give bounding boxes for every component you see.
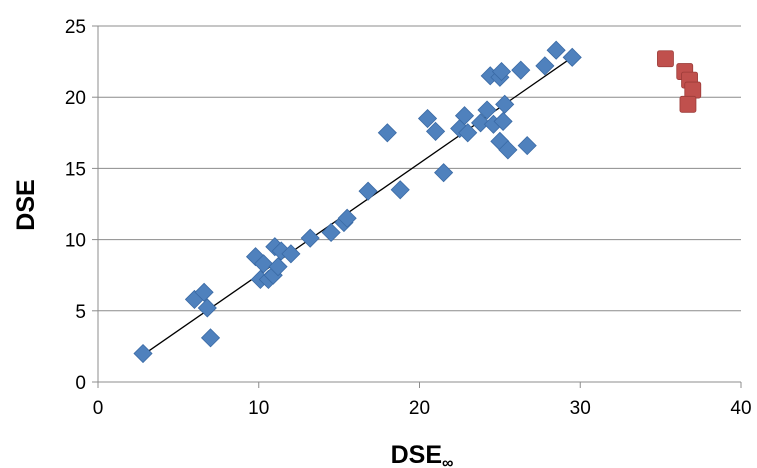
- y-tick-label-5: 5: [75, 302, 86, 323]
- point-s0-33: [495, 94, 515, 114]
- point-s0-36: [498, 140, 518, 160]
- y-tick-label-15: 15: [65, 159, 86, 180]
- point-s0-39: [535, 56, 555, 76]
- point-s0-20: [390, 180, 410, 200]
- point-s0-37: [511, 60, 531, 80]
- data-points: [133, 40, 702, 364]
- x-tick-label-20: 20: [409, 398, 430, 419]
- y-tick-label-25: 25: [65, 17, 86, 38]
- point-s0-14: [300, 228, 320, 248]
- point-s0-21: [417, 108, 438, 129]
- x-tick-label-30: 30: [570, 398, 591, 419]
- point-s0-27: [471, 113, 491, 133]
- point-s1-4: [679, 95, 697, 113]
- point-s0-15: [321, 222, 341, 243]
- point-s0-7: [254, 254, 274, 274]
- point-s0-11: [268, 257, 288, 277]
- x-tick-label-0: 0: [93, 398, 104, 419]
- point-s0-28: [477, 100, 497, 120]
- x-tick-label-40: 40: [730, 398, 751, 419]
- point-s0-34: [491, 62, 512, 82]
- point-s0-22: [426, 121, 446, 141]
- point-s0-18: [358, 181, 378, 201]
- point-s1-0: [657, 50, 674, 68]
- y-tick-label-20: 20: [65, 88, 86, 109]
- y-tick-label-0: 0: [75, 373, 86, 394]
- point-s0-41: [562, 47, 582, 67]
- point-s0-3: [197, 298, 217, 318]
- axes: [92, 25, 742, 388]
- point-s1-3: [684, 81, 702, 99]
- y-axis-title: DSE: [12, 179, 40, 230]
- x-axis-title: DSE∞: [391, 441, 454, 468]
- y-tick-labels: 0 5 10 15 20 25: [65, 17, 86, 394]
- point-s0-2: [194, 282, 214, 302]
- point-s0-17: [337, 208, 357, 228]
- point-s0-13: [281, 244, 301, 264]
- point-s0-25: [454, 106, 475, 126]
- point-s0-26: [458, 123, 478, 143]
- point-s0-32: [493, 111, 513, 131]
- point-s0-40: [546, 40, 566, 60]
- y-tick-label-10: 10: [65, 231, 86, 252]
- point-s0-4: [200, 328, 221, 348]
- gridlines: [98, 25, 741, 312]
- point-s0-19: [377, 123, 397, 143]
- point-s0-38: [517, 136, 537, 156]
- x-tick-labels: 0 10 20 30 40: [93, 398, 752, 419]
- point-s0-0: [133, 343, 153, 364]
- x-tick-label-10: 10: [248, 398, 269, 419]
- point-s0-23: [434, 163, 454, 183]
